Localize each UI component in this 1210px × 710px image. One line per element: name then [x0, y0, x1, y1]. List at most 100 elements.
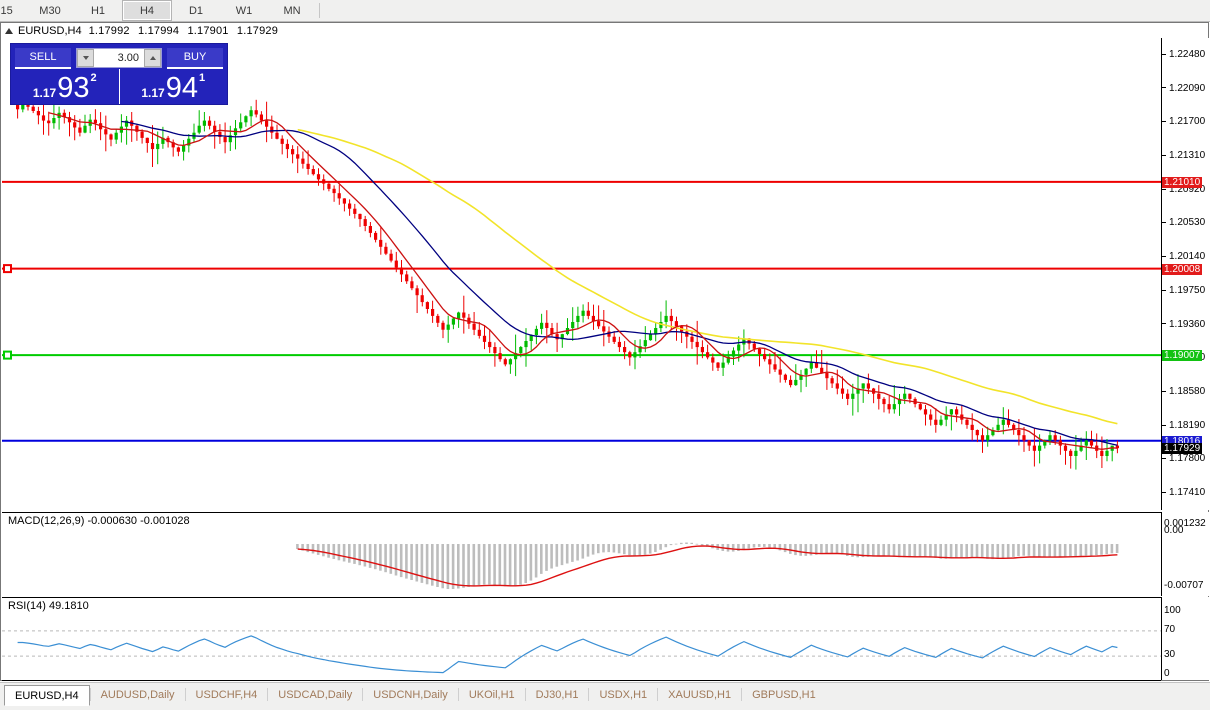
rsi-pane[interactable]: RSI(14) 49.1810	[2, 597, 1161, 681]
price-tick-label: 1.18190	[1169, 419, 1206, 431]
price-tick-label: 1.19360	[1169, 318, 1206, 330]
price-tick-label: 1.21700	[1169, 116, 1206, 128]
price-badge-blue[interactable]: 1.18016	[1162, 435, 1203, 447]
tab-divider	[524, 688, 526, 701]
price-tick-label: 1.17410	[1169, 487, 1206, 499]
symbol-tab-usdx-h1[interactable]: USDX,H1	[599, 688, 648, 701]
rsi-tick: 30	[1164, 649, 1176, 661]
toolbar-divider	[319, 3, 320, 18]
price-tick: 1.20920	[1162, 184, 1205, 195]
rsi-label: RSI(14) 49.1810	[8, 600, 89, 612]
sell-button[interactable]: SELL	[15, 47, 71, 69]
price-badge-black[interactable]: 1.17929	[1162, 443, 1203, 455]
price-scale[interactable]: 1.22480 1.22090 1.21700 1.21310 1.20920 1.205…	[1161, 38, 1210, 510]
tab-divider	[657, 688, 659, 701]
macd-tick: -0.00707	[1164, 580, 1204, 591]
tab-divider	[184, 688, 186, 701]
price-tick-label: 1.21310	[1169, 150, 1206, 161]
macd-tick: 0.001232	[1164, 518, 1206, 529]
price-tick: 1.21700	[1162, 116, 1205, 127]
tab-divider	[89, 688, 91, 701]
price-tick-label: 1.22090	[1169, 82, 1206, 94]
timeframe-toolbar: M15 M30 H1 H4 D1 W1 MN	[0, 0, 1210, 22]
tab-divider	[362, 688, 364, 701]
collapse-triangle-icon[interactable]	[5, 27, 13, 34]
symbol-tab-bar: EURUSD,H4 AUDUSD,Daily USDCHF,H4 USDCAD,Dai…	[0, 682, 1210, 710]
buy-price-display[interactable]: 1.17 94 1	[120, 69, 228, 104]
volume-stepper[interactable]: 3.00	[76, 48, 162, 68]
chevron-down-icon	[82, 56, 89, 60]
price-pane[interactable]	[2, 38, 1161, 510]
rsi-tick: 70	[1164, 623, 1176, 635]
symbol-tab-eurusd-h4[interactable]: EURUSD,H4	[4, 685, 90, 706]
volume-decrease-button[interactable]	[77, 49, 94, 67]
macd-scale[interactable]: 0.001232 0.00 -0.00707	[1161, 512, 1210, 596]
price-tick: 1.19360	[1162, 319, 1205, 330]
price-tick-label: 1.20920	[1169, 183, 1206, 195]
chevron-up-icon	[149, 56, 156, 60]
timeframe-button-h4[interactable]: H4	[122, 0, 172, 21]
timeframe-button-m30[interactable]: M30	[39, 4, 61, 17]
ohlc-close: 1.17929	[236, 24, 279, 37]
symbol-tab-usdchf-h4[interactable]: USDCHF,H4	[195, 688, 258, 701]
macd-label: MACD(12,26,9) -0.000630 -0.001028	[8, 515, 190, 527]
volume-value[interactable]: 3.00	[117, 52, 139, 64]
tab-divider	[588, 688, 590, 701]
chart-ohlc: 1.17992 1.17994 1.17901 1.17929	[89, 25, 283, 37]
buy-big-figure: 1.17	[141, 86, 165, 100]
price-tick: 1.17800	[1162, 453, 1205, 464]
price-tick-label: 1.18580	[1169, 386, 1206, 397]
price-tick: 1.22090	[1162, 83, 1205, 94]
price-tick-label: 1.17800	[1169, 453, 1206, 465]
price-tick: 1.21310	[1162, 150, 1205, 161]
symbol-tab-gbpusd-h1[interactable]: GBPUSD,H1	[752, 688, 816, 701]
rsi-scale[interactable]: 100 70 30 0	[1161, 597, 1210, 680]
tab-divider	[457, 688, 459, 701]
tab-divider	[267, 688, 269, 701]
sell-big-figure: 1.17	[32, 86, 57, 100]
symbol-tab-ukoil-h1[interactable]: UKOil,H1	[468, 688, 515, 701]
price-tick: 1.20530	[1162, 217, 1205, 228]
buy-button[interactable]: BUY	[167, 47, 223, 69]
rsi-tick: 100	[1164, 605, 1181, 616]
price-badge-green[interactable]: 1.19007	[1162, 350, 1203, 362]
price-badge-red[interactable]: 1.21010	[1162, 176, 1203, 188]
price-tick: 1.18580	[1162, 386, 1205, 397]
price-tick: 1.22480	[1162, 49, 1205, 60]
buy-fraction: 1	[199, 72, 206, 84]
symbol-tab-xauusd-h1[interactable]: XAUUSD,H1	[668, 688, 732, 701]
timeframe-button-w1[interactable]: W1	[235, 4, 253, 17]
timeframe-button-mn[interactable]: MN	[283, 4, 301, 17]
symbol-tab-audusd-daily[interactable]: AUDUSD,Daily	[100, 688, 175, 701]
price-tick: 1.19750	[1162, 285, 1205, 296]
ohlc-high: 1.17994	[138, 24, 180, 37]
price-tick: 1.17410	[1162, 487, 1205, 498]
timeframe-button-m15[interactable]: M15	[0, 4, 13, 17]
price-tick: 1.18190	[1162, 420, 1205, 431]
macd-pane[interactable]: MACD(12,26,9) -0.000630 -0.001028	[2, 512, 1161, 597]
symbol-tab-dj30-h1[interactable]: DJ30,H1	[535, 688, 579, 701]
timeframe-button-d1[interactable]: D1	[188, 4, 204, 17]
sell-fraction: 2	[90, 72, 97, 84]
symbol-tab-usdcad-daily[interactable]: USDCAD,Daily	[278, 688, 353, 701]
sell-price-display[interactable]: 1.17 93 2	[11, 69, 120, 104]
sell-pips: 93	[57, 72, 90, 104]
price-badge-red[interactable]: 1.20008	[1162, 263, 1203, 275]
chart-symbol-label: EURUSD,H4	[18, 24, 82, 37]
timeframe-button-h1[interactable]: H1	[90, 4, 106, 17]
symbol-tab-usdcnh-daily[interactable]: USDCNH,Daily	[373, 688, 448, 701]
price-tick-label: 1.22480	[1169, 48, 1206, 60]
rsi-tick: 0	[1164, 668, 1170, 679]
tab-divider	[741, 688, 743, 701]
macd-tick: 0.00	[1164, 525, 1184, 536]
chart-window: EURUSD,H4 1.17992 1.17994 1.17901 1.1792…	[0, 22, 1210, 694]
volume-increase-button[interactable]	[144, 49, 161, 67]
buy-pips: 94	[165, 72, 198, 104]
price-tick-label: 1.19750	[1169, 284, 1206, 296]
chart-header: EURUSD,H4 1.17992 1.17994 1.17901 1.1792…	[1, 23, 1208, 38]
price-tick: 1.20140	[1162, 251, 1205, 262]
price-tick-label: 1.20140	[1169, 251, 1206, 263]
ohlc-open: 1.17992	[88, 24, 130, 37]
ohlc-low: 1.17901	[187, 24, 229, 37]
